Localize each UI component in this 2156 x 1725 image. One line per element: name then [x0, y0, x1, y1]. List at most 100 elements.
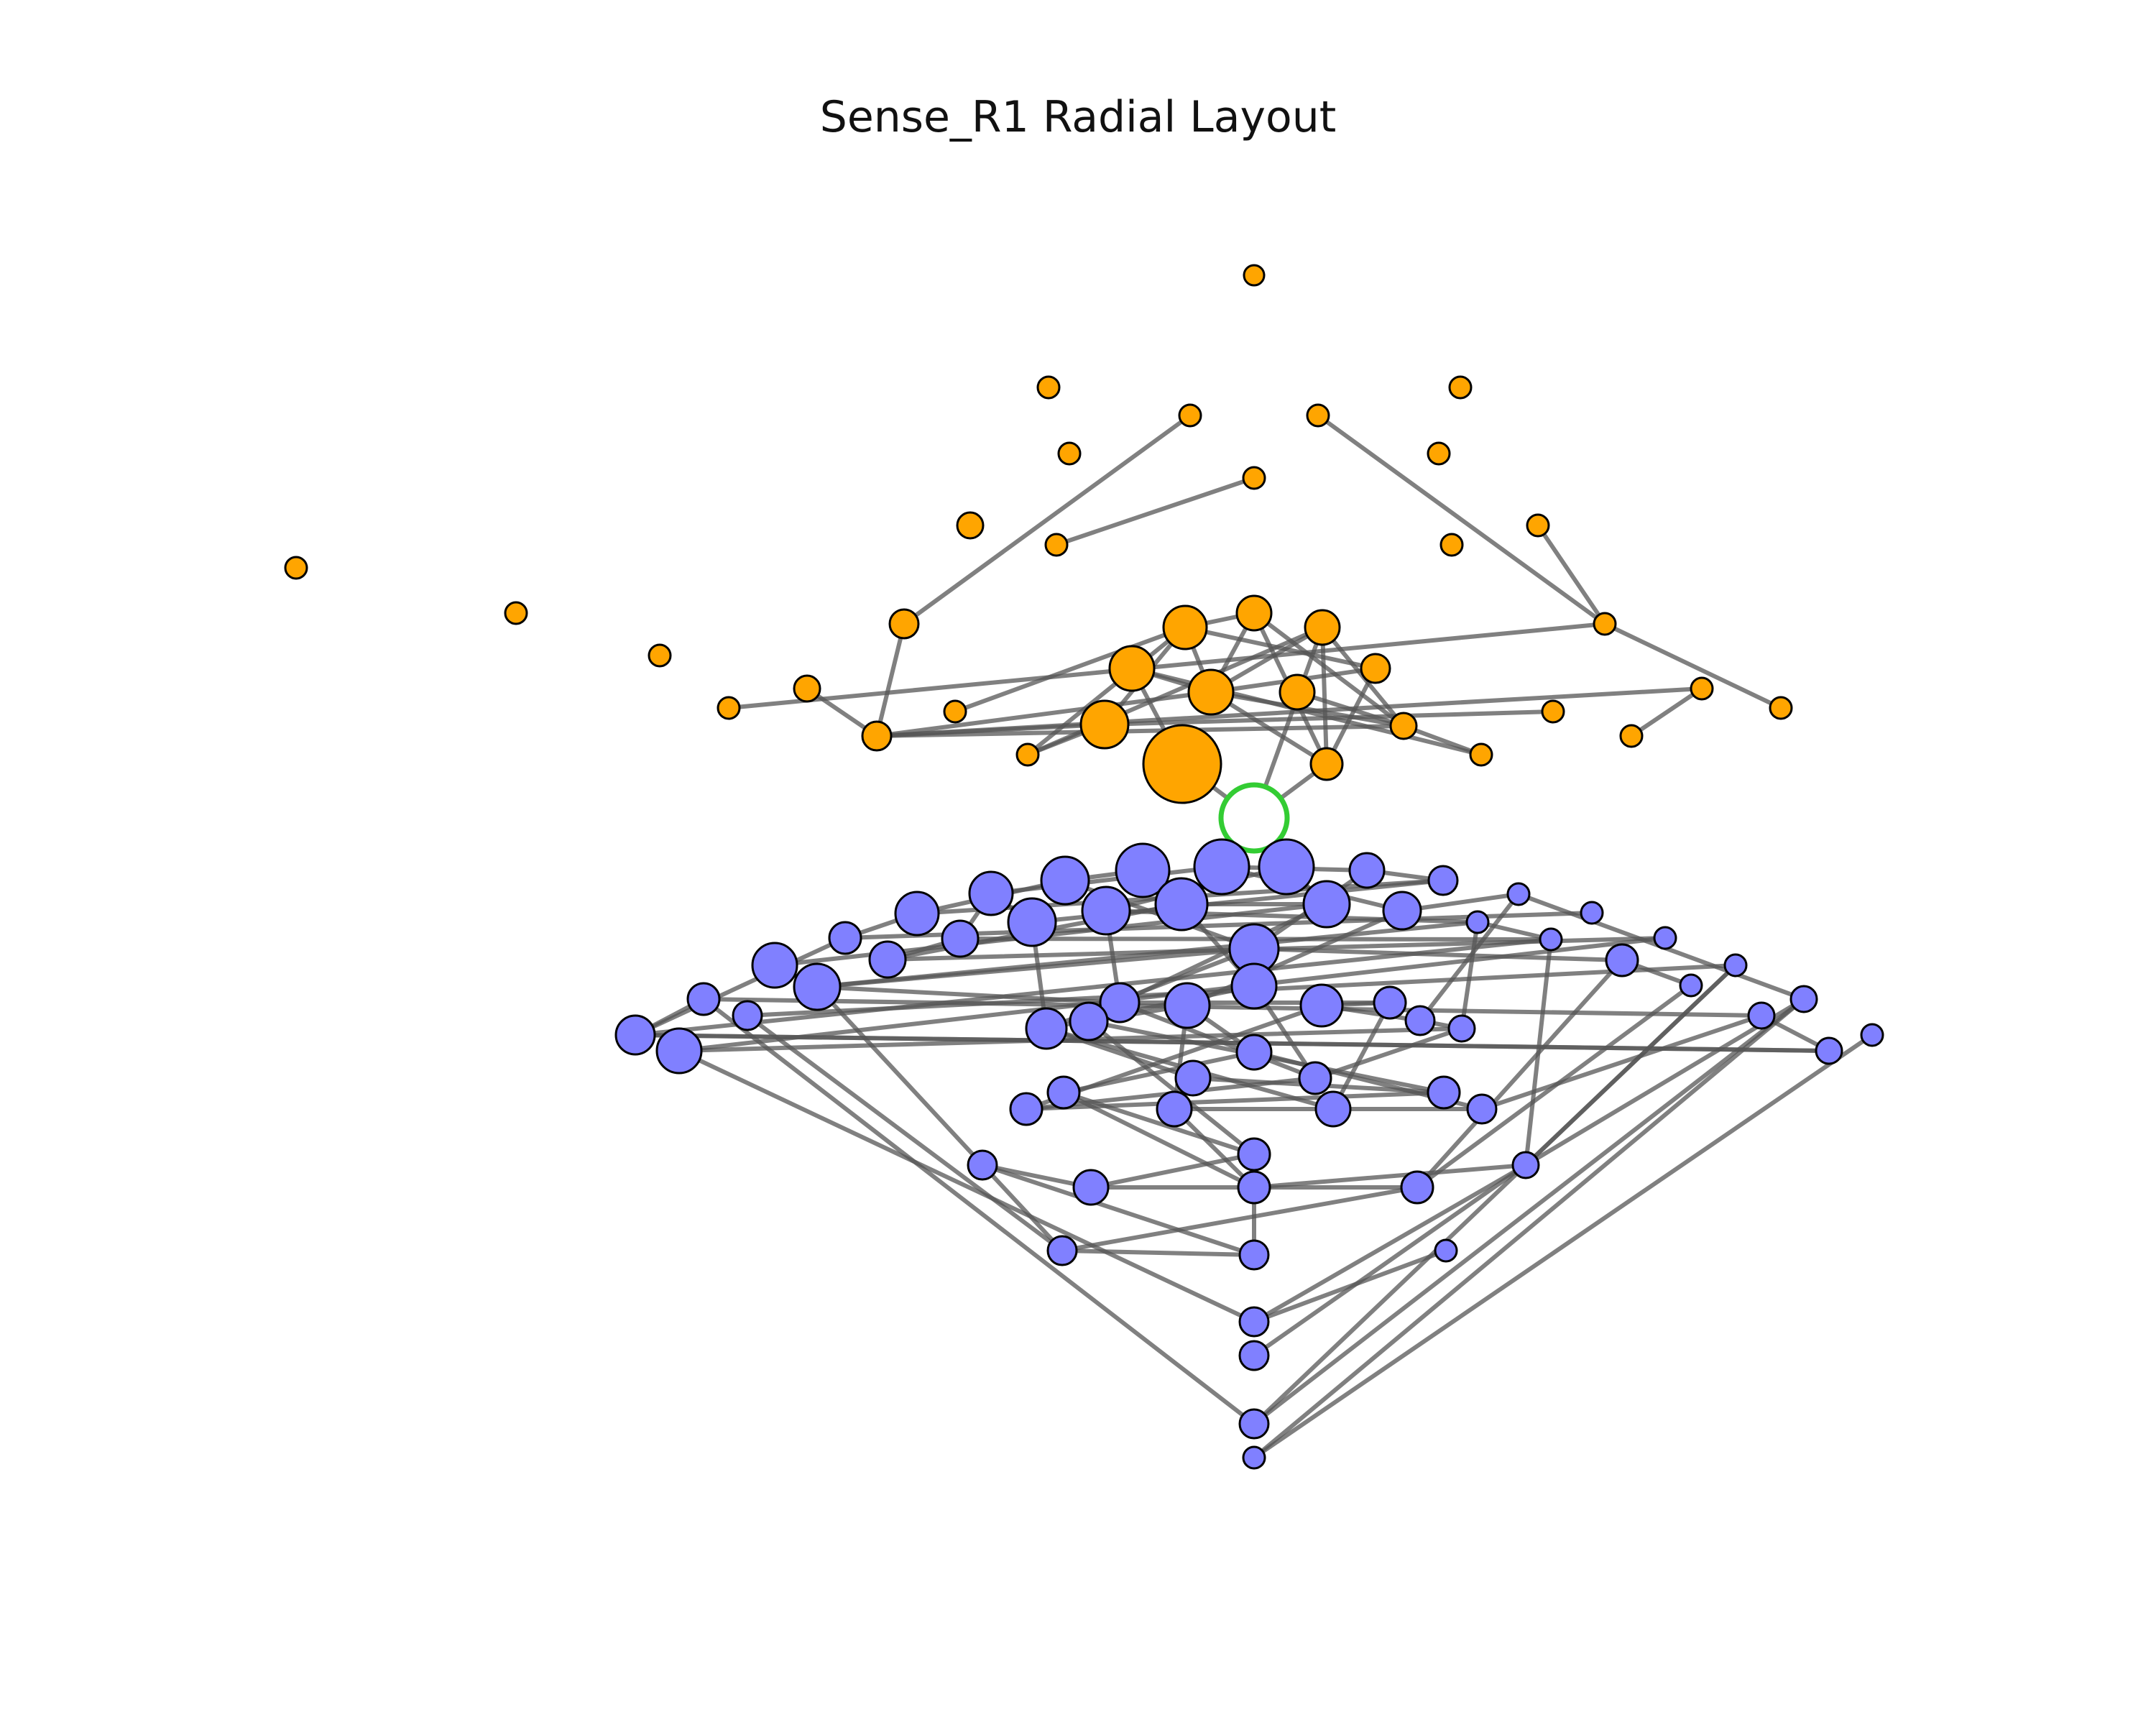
lower-node: [1072, 1169, 1110, 1206]
edge: [875, 622, 906, 738]
center-node: [1218, 782, 1290, 854]
lower-node: [1238, 1239, 1270, 1271]
edge: [745, 1013, 1064, 1253]
upper-node: [648, 643, 672, 668]
upper-node: [1057, 441, 1082, 466]
edge: [1331, 1000, 1392, 1111]
edge: [677, 1049, 1256, 1324]
edge: [1172, 1107, 1256, 1190]
upper-node: [1015, 742, 1040, 767]
edge: [1629, 686, 1704, 738]
edge: [1252, 1033, 1874, 1460]
lower-node: [1466, 1093, 1498, 1125]
lower-node: [868, 940, 907, 979]
lower-node: [1465, 910, 1490, 934]
edge: [1060, 1185, 1419, 1253]
lower-node: [1238, 1408, 1270, 1440]
lower-node: [1723, 953, 1748, 978]
lower-node: [1235, 1034, 1273, 1071]
lower-node: [1427, 1075, 1461, 1110]
lower-node: [1046, 1075, 1081, 1110]
lower-node: [1747, 1001, 1776, 1030]
lower-node: [1434, 1238, 1458, 1263]
lower-node: [967, 1149, 998, 1181]
lower-node: [1447, 1014, 1476, 1043]
lower-node: [968, 870, 1014, 916]
edge: [701, 997, 1256, 1426]
edge: [1325, 666, 1378, 766]
edge: [1313, 1026, 1464, 1080]
upper-node: [943, 699, 967, 724]
upper-node: [861, 720, 893, 752]
lower-node: [1427, 865, 1459, 896]
upper-node: [1162, 604, 1208, 650]
lower-node: [1815, 1036, 1843, 1065]
edge: [701, 997, 1764, 1018]
upper-node: [1079, 699, 1130, 750]
lower-node: [1174, 1059, 1212, 1097]
lower-node: [1258, 838, 1315, 896]
edge: [1252, 997, 1806, 1426]
upper-node: [504, 601, 528, 625]
upper-node: [1178, 403, 1202, 428]
edge: [1061, 1050, 1256, 1095]
lower-node: [1242, 1445, 1266, 1470]
edge: [875, 724, 1406, 738]
edge: [902, 413, 1192, 626]
edge: [1252, 947, 1624, 962]
edge: [1252, 1163, 1528, 1324]
lower-node: [1154, 877, 1209, 932]
lower-node: [1679, 973, 1703, 998]
lower-node: [1298, 1061, 1332, 1095]
upper-node: [1593, 612, 1617, 636]
edge: [1295, 690, 1406, 728]
lower-node: [1025, 1007, 1068, 1050]
upper-node: [1469, 742, 1493, 767]
upper-node: [1187, 668, 1235, 716]
upper-node: [1360, 653, 1391, 684]
upper-node: [1279, 673, 1316, 711]
lower-node: [732, 1000, 763, 1031]
lower-node: [1040, 855, 1090, 906]
edge: [1089, 1152, 1256, 1190]
edge: [1061, 1090, 1256, 1156]
lower-node: [1115, 842, 1171, 898]
lower-node: [1046, 1235, 1078, 1266]
upper-node: [717, 696, 741, 720]
edge: [1415, 958, 1624, 1190]
edge: [727, 622, 1607, 710]
lower-node: [894, 891, 940, 937]
lower-node: [941, 919, 980, 958]
lower-node: [793, 962, 842, 1011]
lower-node: [1069, 1001, 1109, 1041]
lower-node: [751, 942, 798, 989]
lower-node: [1237, 1137, 1271, 1172]
upper-node: [1108, 645, 1156, 692]
edge: [1252, 611, 1406, 728]
lower-node: [1506, 882, 1531, 906]
lower-node: [1511, 1151, 1540, 1179]
edge: [1060, 1248, 1256, 1257]
edge: [1183, 625, 1378, 671]
lower-node: [1605, 943, 1639, 978]
upper-node: [1526, 513, 1550, 538]
edge: [633, 937, 1553, 1037]
upper-node: [1690, 676, 1714, 701]
upper-node: [1036, 375, 1061, 400]
lower-node: [686, 982, 721, 1016]
upper-node: [1309, 747, 1344, 781]
lower-node: [1007, 897, 1057, 947]
edge: [1252, 1163, 1528, 1358]
lower-node: [1302, 880, 1351, 929]
lower-node: [1081, 886, 1131, 936]
upper-node: [793, 674, 821, 703]
edge: [1252, 963, 1738, 1426]
upper-node: [1306, 403, 1330, 428]
upper-node: [284, 556, 308, 580]
upper-node: [1769, 696, 1793, 720]
edge: [1536, 523, 1607, 626]
lower-node: [1156, 1090, 1193, 1128]
upper-node: [888, 608, 920, 640]
